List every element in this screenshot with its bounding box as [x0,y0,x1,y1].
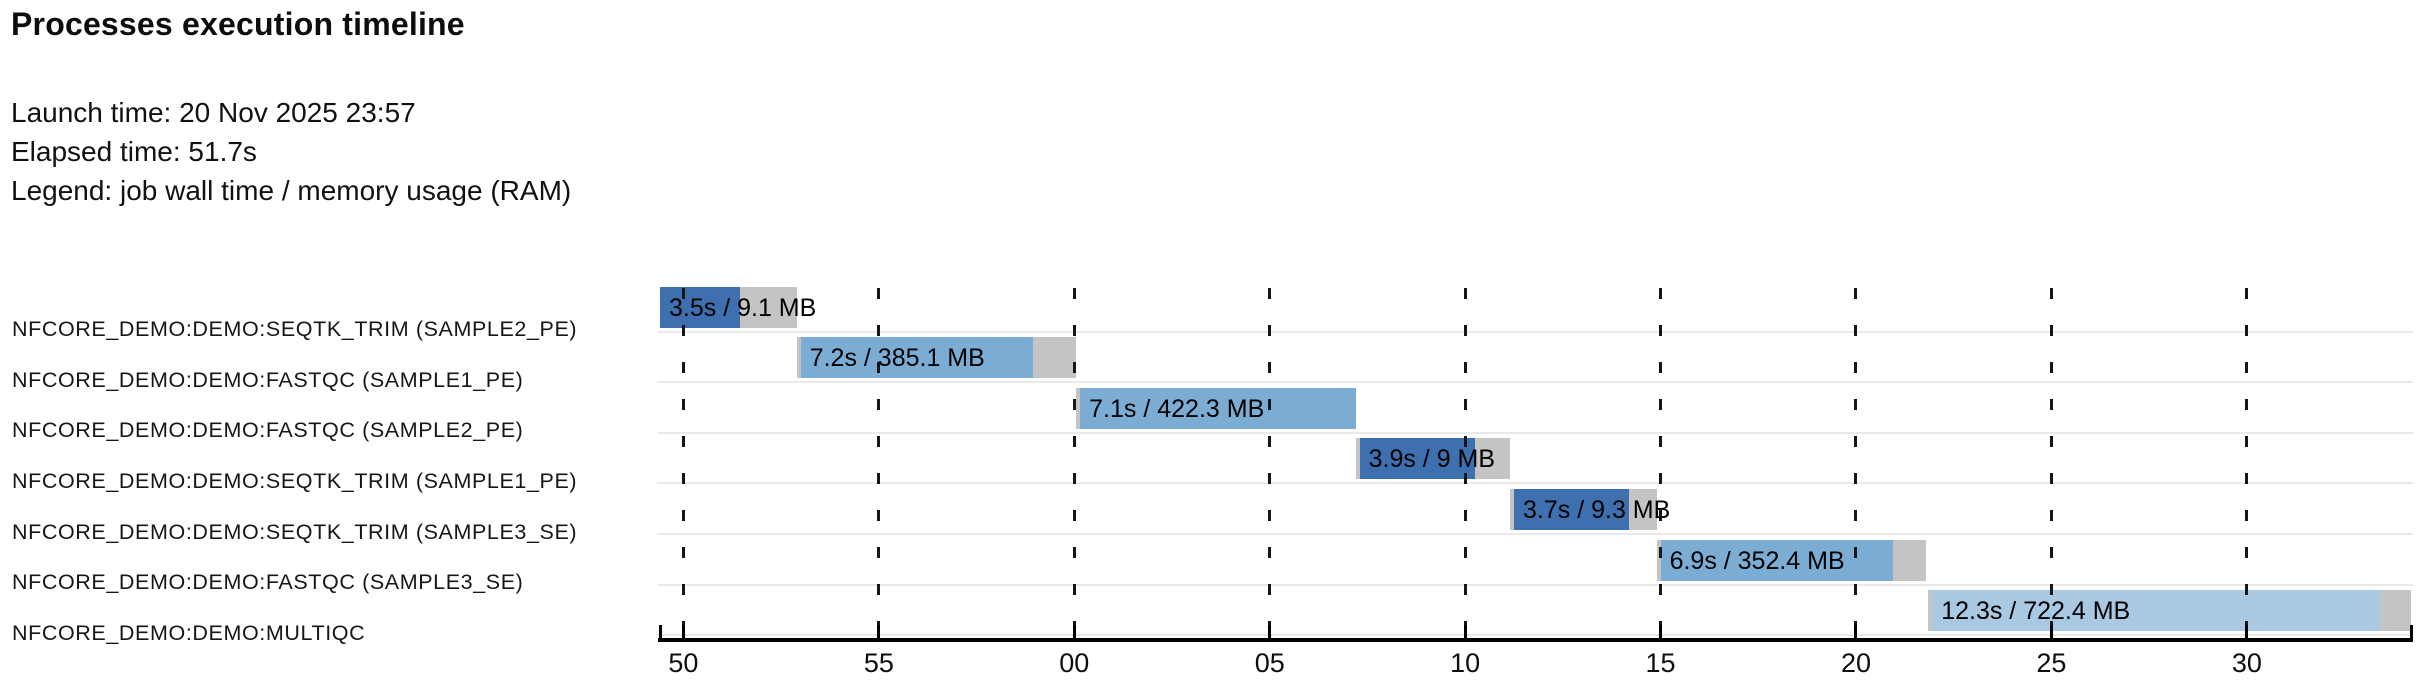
axis-tick [1268,625,1272,642]
axis-tick-label: 30 [2231,648,2262,678]
task-bar-label: 3.9s / 9 MB [1368,445,1496,474]
gridline [877,288,881,642]
legend-line: Legend: job wall time / memory usage (RA… [11,175,572,206]
gridline [1854,288,1858,642]
axis-end-cap-left [658,625,662,642]
axis-tick-label: 15 [1645,648,1676,678]
task-bar-label: 12.3s / 722.4 MB [1941,597,2131,626]
gridline [1463,288,1467,642]
row-separator [657,533,2413,535]
row-separator [657,330,2413,333]
process-label: NFCORE_DEMO:DEMO:FASTQC (SAMPLE2_PE) [12,418,524,443]
gridline [1659,288,1663,642]
launch-time-line: Launch time: 20 Nov 2025 23:57 [11,97,416,128]
process-label: NFCORE_DEMO:DEMO:SEQTK_TRIM (SAMPLE1_PE) [12,468,578,493]
axis-tick-label: 05 [1254,648,1285,678]
process-label: NFCORE_DEMO:DEMO:FASTQC (SAMPLE1_PE) [12,367,524,392]
page-title: Processes execution timeline [11,6,465,42]
task-bar-label: 7.1s / 422.3 MB [1089,394,1265,423]
task-run-segment [800,337,1034,379]
axis-end-cap-right [2409,625,2413,642]
axis-tick-label: 10 [1450,648,1481,678]
gridline [1072,288,1076,642]
report-meta: Launch time: 20 Nov 2025 23:57 Elapsed t… [11,93,571,210]
x-axis-line [658,638,2413,642]
task-run-segment [1514,488,1630,530]
task-run-segment [1660,539,1894,581]
axis-tick [1072,625,1076,642]
axis-tick [2245,625,2249,642]
task-bar-label: 6.9s / 352.4 MB [1669,546,1845,575]
elapsed-time-line: Elapsed time: 51.7s [11,136,257,167]
gridline [2049,288,2053,642]
row-separator [657,482,2413,485]
row-separator [657,583,2413,586]
process-label: NFCORE_DEMO:DEMO:MULTIQC [12,620,366,645]
task-run-segment [1080,387,1356,429]
axis-tick [877,625,881,642]
axis-tick [1659,625,1663,642]
axis-tick-label: 00 [1059,648,1090,678]
axis-tick-label: 25 [2036,648,2067,678]
gridline [1268,288,1272,642]
task-bar-label: 3.7s / 9.3 MB [1523,495,1671,524]
process-label: NFCORE_DEMO:DEMO:SEQTK_TRIM (SAMPLE2_PE) [12,317,578,342]
axis-tick-label: 50 [668,648,699,678]
gridline [681,288,685,642]
axis-tick [681,625,685,642]
row-separator [657,381,2413,384]
task-bar-label: 7.2s / 385.1 MB [809,344,985,373]
axis-tick [1854,625,1858,642]
axis-tick-label: 55 [863,648,894,678]
task-run-segment [1359,438,1475,480]
task-bar-label: 3.5s / 9.1 MB [669,293,817,322]
task-run-segment [660,286,741,328]
axis-tick-label: 20 [1840,648,1871,678]
task-run-segment [1932,590,2380,632]
axis-tick [1463,625,1467,642]
axis-tick [2049,625,2053,642]
process-label: NFCORE_DEMO:DEMO:FASTQC (SAMPLE3_SE) [12,570,524,595]
row-separator [657,634,2413,637]
row-separator [657,431,2413,434]
process-label: NFCORE_DEMO:DEMO:SEQTK_TRIM (SAMPLE3_SE) [12,519,578,544]
gridline [2245,288,2249,642]
